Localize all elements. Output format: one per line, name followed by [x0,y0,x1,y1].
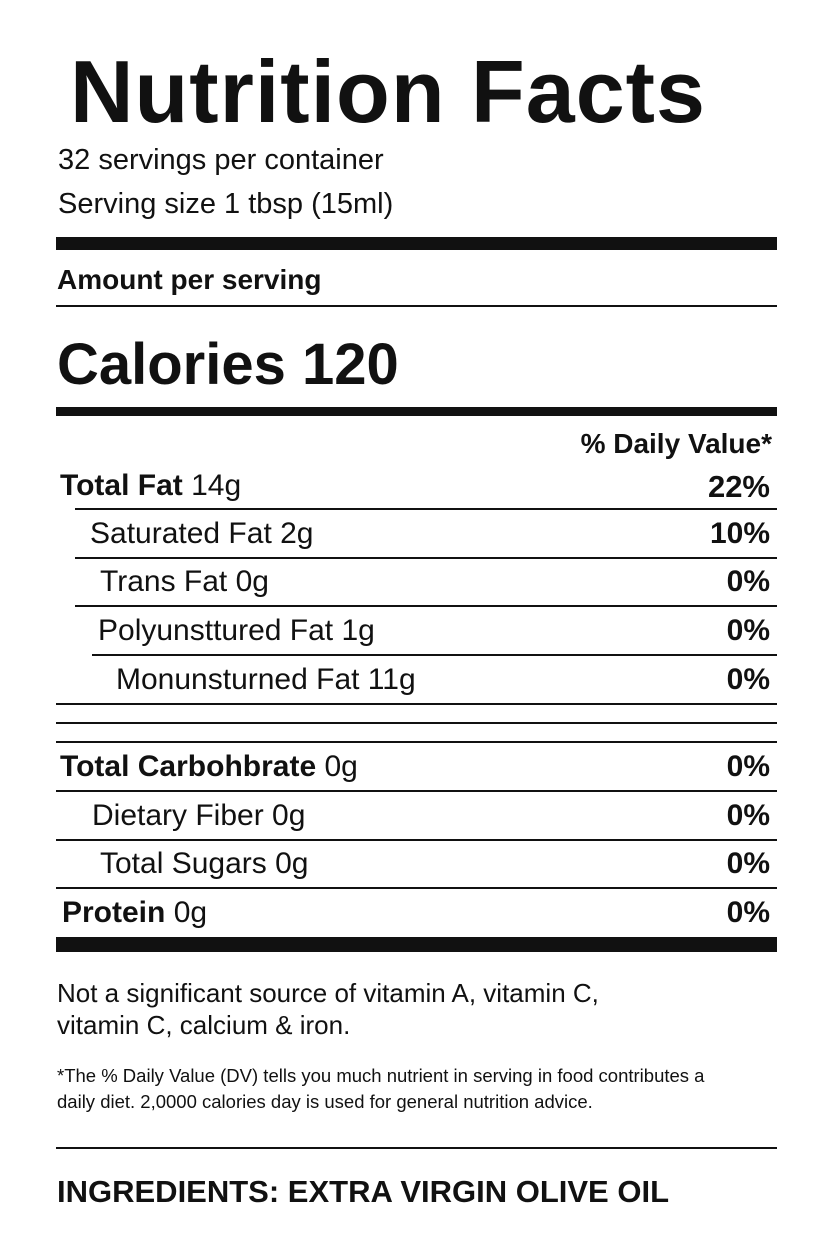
nutrient-amount: 14g [182,469,242,502]
nutrient-amount: 0g [316,750,358,783]
divider [75,508,777,510]
divider [56,305,777,307]
thick-divider [56,937,777,952]
label-title: Nutrition Facts [70,42,706,141]
row-total-carbohydrate: Total Carbohbrate 0g [60,752,358,782]
ingredients: INGREDIENTS: EXTRA VIRGIN OLIVE OIL [57,1174,670,1209]
serving-size: Serving size 1 tbsp (15ml) [58,188,394,220]
row-protein: Protein 0g [62,898,207,928]
vitamin-note-line-2: vitamin C, calcium & iron. [57,1010,351,1040]
row-polyunsaturated-fat: Polyunsttured Fat 1g [98,614,375,647]
divider [56,741,777,743]
divider [56,839,777,841]
footnote-line-1: *The % Daily Value (DV) tells you much n… [57,1065,705,1086]
dv-dietary-fiber: 0% [726,799,770,832]
divider [56,722,777,724]
nutrient-name: Total Fat [60,469,183,502]
vitamin-note-line-1: Not a significant source of vitamin A, v… [57,978,599,1008]
medium-divider [56,407,777,416]
nutrient-name: Total Carbohbrate [60,750,317,783]
dv-saturated-fat: 10% [709,517,770,550]
divider [92,654,777,656]
divider [56,703,777,705]
row-total-sugars: Total Sugars 0g [100,847,309,880]
dv-total-carbohydrate: 0% [726,750,770,783]
divider [56,1147,777,1149]
dv-polyunsaturated-fat: 0% [726,614,770,647]
divider [75,605,777,607]
servings-per-container: 32 servings per container [58,144,384,176]
row-saturated-fat: Saturated Fat 2g [90,517,314,550]
row-dietary-fiber: Dietary Fiber 0g [92,799,306,832]
row-monounsaturated-fat: Monunsturned Fat 11g [116,663,416,696]
thick-divider [56,237,777,250]
dv-total-sugars: 0% [726,847,770,880]
dv-total-fat: 22% [707,469,770,504]
daily-value-header: % Daily Value* [580,428,772,459]
footnote-line-2: daily diet. 2,0000 calories day is used … [57,1091,593,1112]
divider [56,887,777,889]
divider [56,790,777,792]
divider [75,557,777,559]
nutrient-amount: 0g [165,896,208,929]
dv-trans-fat: 0% [726,565,770,598]
dv-protein: 0% [726,896,770,929]
amount-per-serving: Amount per serving [57,264,322,295]
nutrient-name: Protein [62,896,166,929]
calories: Calories 120 [57,332,399,397]
row-trans-fat: Trans Fat 0g [100,565,269,598]
row-total-fat: Total Fat 14g [60,471,241,501]
dv-monounsaturated-fat: 0% [726,663,770,696]
